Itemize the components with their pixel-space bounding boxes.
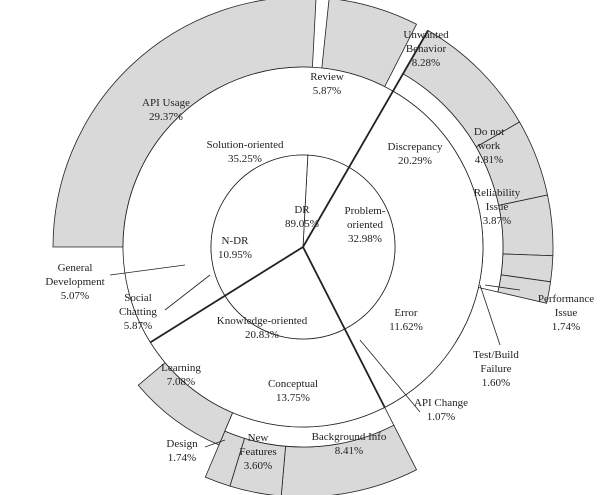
segment-divider-2	[149, 246, 304, 344]
leader-line-socialchatting	[164, 274, 211, 311]
label-reliability-line-2: 3.87%	[483, 215, 511, 227]
label-conceptual-line-0: Conceptual	[268, 378, 318, 390]
label-socialchatting-line-2: 5.87%	[124, 320, 152, 332]
segment-divider-1	[302, 246, 386, 408]
label-error-line-1: 11.62%	[389, 321, 423, 333]
label-knowledge-line-0: Knowledge-oriented	[217, 315, 308, 327]
label-reliability-line-0: Reliability	[474, 187, 521, 199]
label-design-line-0: Design	[166, 438, 198, 450]
label-design-line-1: 1.74%	[168, 452, 196, 464]
label-unwanted-line-0: Unwanted	[403, 29, 449, 41]
label-apichange-line-0: API Change	[414, 397, 468, 409]
label-testbuild-line-1: Failure	[480, 363, 511, 375]
leader-line-testbuild	[479, 284, 501, 346]
leader-line-performance	[484, 284, 521, 291]
label-generaldev-line-2: 5.07%	[61, 290, 89, 302]
label-performance-line-1: Issue	[555, 307, 578, 319]
label-ndr-line-1: 10.95%	[218, 249, 252, 261]
segment-divider-0	[302, 30, 429, 248]
label-background-line-1: 8.41%	[335, 445, 363, 457]
wedge-dr	[224, 154, 396, 340]
label-dr-line-1: 89.05%	[285, 218, 319, 230]
label-solution-line-0: Solution-oriented	[207, 139, 284, 151]
leader-line-apichange	[359, 339, 421, 413]
label-solution-line-1: 35.25%	[228, 153, 262, 165]
label-conceptual-line-1: 13.75%	[276, 392, 310, 404]
label-knowledge-line-1: 20.83%	[245, 329, 279, 341]
label-unwanted-line-1: Behavior	[406, 43, 447, 55]
leader-line-layer	[109, 30, 521, 448]
label-discrepancy-line-0: Discrepancy	[388, 141, 443, 153]
label-newfeatures-line-1: Features	[239, 446, 276, 458]
label-layer: DR 89.05% N-DR 10.95% Solution-oriented 35.25…	[45, 29, 594, 472]
label-performance-line-0: Performance	[538, 293, 594, 305]
label-problem-line-1: oriented	[347, 219, 384, 231]
label-error-line-0: Error	[394, 307, 418, 319]
label-apichange-line-1: 1.07%	[427, 411, 455, 423]
label-testbuild-line-2: 1.60%	[482, 377, 510, 389]
label-donotwork-line-1: work	[478, 140, 501, 152]
label-newfeatures-line-2: 3.60%	[244, 460, 272, 472]
label-apiusage-line-0: API Usage	[142, 97, 190, 109]
label-donotwork-line-2: 4.81%	[475, 154, 503, 166]
label-discrepancy-line-1: 20.29%	[398, 155, 432, 167]
label-apiusage-line-1: 29.37%	[149, 111, 183, 123]
wedge-layer	[52, 0, 554, 495]
label-unwanted-line-2: 8.28%	[412, 57, 440, 69]
label-problem-line-2: 32.98%	[348, 233, 382, 245]
label-newfeatures-line-0: New	[248, 432, 269, 444]
label-donotwork-line-0: Do not	[474, 126, 504, 138]
label-learning-line-0: Learning	[161, 362, 201, 374]
label-problem-line-0: Problem-	[345, 205, 386, 217]
label-ndr-line-0: N-DR	[222, 235, 250, 247]
label-reliability-line-1: Issue	[486, 201, 509, 213]
wedge-ndr	[210, 154, 309, 297]
leader-line-design	[204, 439, 226, 448]
label-learning-line-1: 7.08%	[167, 376, 195, 388]
label-generaldev-line-0: General	[58, 262, 93, 274]
label-performance-line-2: 1.74%	[552, 321, 580, 333]
label-dr-line-0: DR	[294, 204, 310, 216]
label-background-line-0: Background Info	[312, 431, 387, 443]
label-socialchatting-line-1: Chatting	[119, 306, 157, 318]
label-generaldev-line-1: Development	[45, 276, 104, 288]
label-review-line-0: Review	[310, 71, 344, 83]
leader-line-generaldev	[109, 264, 186, 276]
label-socialchatting-line-0: Social	[124, 292, 152, 304]
label-testbuild-line-0: Test/Build	[473, 349, 519, 361]
label-review-line-1: 5.87%	[313, 85, 341, 97]
